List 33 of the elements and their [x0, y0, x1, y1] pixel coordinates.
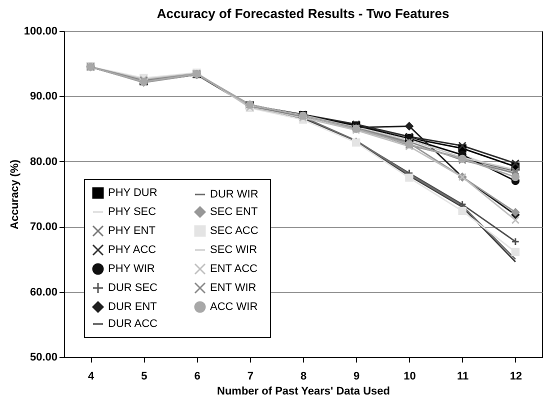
- y-tick-label: 90.00: [30, 90, 58, 103]
- x-tick-label: 11: [457, 370, 469, 382]
- legend-label: DUR WIR: [210, 188, 258, 200]
- legend-label: ENT WIR: [210, 282, 256, 294]
- x-tick-label: 8: [300, 370, 307, 382]
- legend-label: DUR ENT: [108, 301, 158, 313]
- y-tick-label: 80.00: [30, 156, 58, 168]
- legend-label: ENT ACC: [210, 263, 258, 275]
- legend-label: PHY ENT: [108, 225, 156, 237]
- y-axis-title: Accuracy (%): [8, 159, 21, 230]
- y-tick-label: 70.00: [30, 221, 58, 234]
- legend-label: DUR ACC: [108, 318, 158, 330]
- chart-title: Accuracy of Forecasted Results - Two Features: [156, 6, 450, 21]
- legend-label: PHY SEC: [108, 206, 156, 218]
- x-axis-title: Number of Past Years' Data Used: [217, 386, 390, 398]
- x-tick-label: 10: [404, 370, 416, 382]
- y-tick-label: 100.00: [24, 26, 58, 38]
- y-tick-label: 60.00: [30, 286, 58, 298]
- x-tick-label: 5: [141, 370, 148, 382]
- legend-label: PHY DUR: [108, 187, 158, 199]
- x-tick-label: 7: [247, 370, 254, 382]
- x-tick-label: 9: [354, 370, 360, 382]
- legend-label: SEC ENT: [210, 206, 258, 218]
- legend-label: ACC WIR: [210, 301, 258, 313]
- legend-label: PHY WIR: [108, 263, 155, 275]
- x-tick-label: 12: [510, 370, 522, 382]
- legend-label: DUR SEC: [108, 282, 158, 294]
- legend-label: SEC WIR: [210, 244, 258, 256]
- x-tick-label: 6: [194, 370, 200, 382]
- y-tick-label: 50.00: [30, 352, 58, 364]
- x-tick-label: 4: [88, 370, 95, 382]
- legend-label: PHY ACC: [108, 244, 156, 256]
- legend-label: SEC ACC: [210, 225, 258, 237]
